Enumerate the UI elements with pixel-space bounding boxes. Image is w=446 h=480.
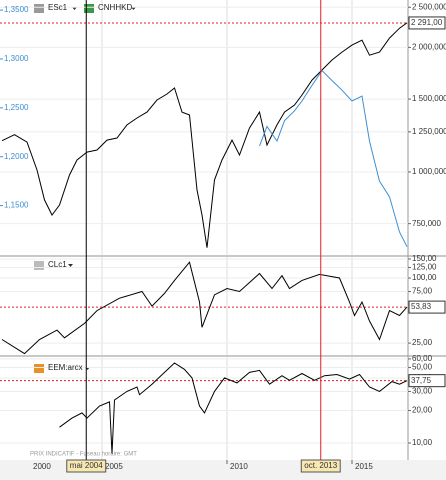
y-tick-label: 750,000 <box>412 219 441 228</box>
y2-tick-label: 1,1500 <box>4 201 29 210</box>
footnote: PRIX INDICATIF - Fuseau horaire: GMT <box>30 452 137 458</box>
y-tick-label: 1 500,000 <box>412 94 446 103</box>
x-tick-label: 2005 <box>105 462 123 471</box>
y2-tick-label: 1,3500 <box>4 5 29 14</box>
x-tick-label: 2000 <box>33 462 51 471</box>
y-tick-label: 10,00 <box>412 438 433 447</box>
y-tick-label: 30,00 <box>412 387 433 396</box>
series-line <box>59 362 408 454</box>
legend-label: EEM:arcx <box>48 363 83 372</box>
x-tick-label: 2015 <box>355 462 373 471</box>
y-tick-label: 25,00 <box>412 338 433 347</box>
dropdown-arrow[interactable] <box>68 264 73 267</box>
y-tick-label: 1 000,000 <box>412 167 446 176</box>
y-tick-label: 150,00 <box>412 254 437 263</box>
marker-label: mai 2004 <box>70 461 103 470</box>
legend-label: CLc1 <box>48 260 67 269</box>
y-tick-label: 125,00 <box>412 263 437 272</box>
y2-tick-label: 1,3000 <box>4 54 29 63</box>
y-tick-label: 1 250,000 <box>412 127 446 136</box>
y-tick-label: 2 500,000 <box>412 2 446 11</box>
y-tick-label: 75,00 <box>412 287 433 296</box>
series-line <box>1 261 408 355</box>
y-tick-label: 50,00 <box>412 363 433 372</box>
panel-separator <box>0 255 446 257</box>
last-value-box <box>408 16 446 30</box>
last-value-label: 2 291,00 <box>411 18 443 27</box>
marker-label: oct. 2013 <box>304 461 337 470</box>
y-tick-label: 60,00 <box>412 354 433 363</box>
y2-tick-label: 1,2500 <box>4 103 29 112</box>
series-icon[interactable] <box>84 4 94 13</box>
series-line <box>259 69 408 247</box>
last-value-box <box>408 374 446 388</box>
series-icon[interactable] <box>34 364 44 373</box>
x-tick-label: 2010 <box>230 462 248 471</box>
marker-box <box>300 459 341 473</box>
y-tick-label: 100,00 <box>412 273 437 282</box>
y-tick-label: 20,00 <box>412 406 433 415</box>
y-tick-label: 2 000,000 <box>412 42 446 51</box>
last-value-label: 53,83 <box>411 302 432 311</box>
legend-label: ESc1 <box>48 3 68 12</box>
series-line <box>1 22 408 248</box>
last-value-label: 37,75 <box>411 376 432 385</box>
panel-separator <box>0 355 446 357</box>
legend-label: CNHHKD <box>98 3 132 12</box>
last-value-box <box>408 300 446 314</box>
series-icon[interactable] <box>34 261 44 270</box>
marker-box <box>66 459 107 473</box>
series-icon[interactable] <box>34 4 44 13</box>
y2-tick-label: 1,2000 <box>4 152 29 161</box>
